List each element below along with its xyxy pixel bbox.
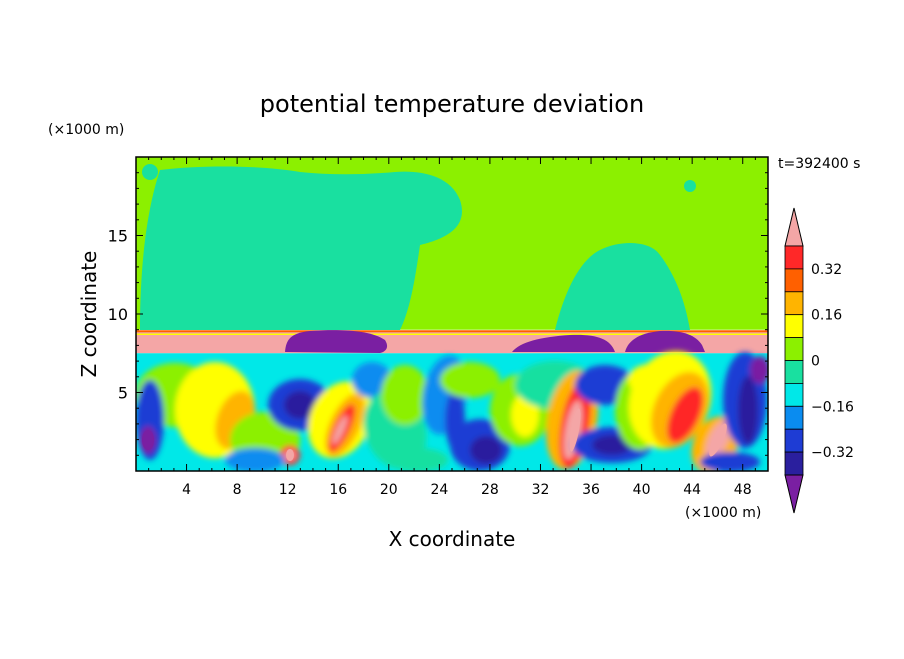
colorbar-label: −0.32 bbox=[811, 445, 854, 461]
eddy-core-2 bbox=[569, 408, 581, 452]
overshoot-lobe-2 bbox=[512, 334, 615, 352]
x-tick-label: 24 bbox=[430, 482, 448, 498]
x-tick-label: 12 bbox=[279, 482, 297, 498]
x-tick-label: 44 bbox=[683, 482, 701, 498]
boundary-layer-eddies bbox=[136, 351, 768, 471]
x-tick-label: 16 bbox=[329, 482, 347, 498]
eddy-19 bbox=[388, 448, 448, 471]
eddy-33 bbox=[592, 435, 632, 455]
eddy-11 bbox=[284, 391, 316, 419]
x-tick-label: 8 bbox=[233, 482, 242, 498]
plume-speck bbox=[684, 180, 696, 192]
chart-title: potential temperature deviation bbox=[260, 90, 644, 118]
eddy-22 bbox=[440, 362, 500, 398]
eddy-38 bbox=[667, 387, 703, 443]
plume-corner bbox=[142, 164, 158, 180]
eddy-9 bbox=[225, 448, 285, 471]
time-label: t=392400 s bbox=[778, 156, 860, 172]
colorbar-label: −0.16 bbox=[811, 399, 854, 415]
eddy-core-1 bbox=[286, 449, 294, 461]
y-tick-label: 15 bbox=[108, 227, 128, 246]
eddy-core-3 bbox=[709, 423, 727, 457]
colorbar-label: 0.32 bbox=[811, 262, 842, 278]
y-tick-label: 5 bbox=[118, 384, 128, 403]
eddy-core-4 bbox=[142, 430, 154, 450]
colorbar-segment bbox=[784, 382, 804, 407]
eddy-24 bbox=[470, 436, 502, 464]
plume-1 bbox=[140, 166, 462, 330]
y-axis-label: Z coordinate bbox=[77, 251, 101, 378]
x-tick-label: 20 bbox=[380, 482, 398, 498]
eddy-43 bbox=[750, 356, 768, 384]
x-tick-label: 28 bbox=[481, 482, 499, 498]
colorbar-segment bbox=[784, 360, 804, 384]
eddy-18 bbox=[381, 365, 429, 425]
colorbar-segment bbox=[784, 451, 804, 476]
colorbar-segment bbox=[784, 268, 804, 293]
x-tick-label: 40 bbox=[633, 482, 651, 498]
colorbar-label: 0 bbox=[811, 354, 820, 370]
colorbar-max-triangle bbox=[784, 207, 804, 247]
plume-2 bbox=[555, 243, 690, 330]
colorbar-segment bbox=[784, 337, 804, 361]
x-tick-label: 32 bbox=[532, 482, 550, 498]
x-axis-label: X coordinate bbox=[389, 527, 516, 551]
colorbar-segment bbox=[784, 405, 804, 430]
eddy-15 bbox=[332, 415, 348, 445]
y-tick-label: 10 bbox=[108, 305, 128, 324]
colorbar-min-triangle bbox=[784, 474, 804, 514]
overshoot-lobe-1 bbox=[285, 330, 388, 353]
colorbar-segment bbox=[784, 428, 804, 453]
x-tick-label: 48 bbox=[734, 482, 752, 498]
overshoot-lobe-3 bbox=[625, 330, 705, 352]
colorbar: 0.32 0.16 0 −0.16 −0.32 bbox=[784, 207, 854, 514]
x-unit-label: (×1000 m) bbox=[685, 505, 761, 521]
colorbar-label: 0.16 bbox=[811, 308, 842, 324]
eddy-44 bbox=[700, 452, 760, 471]
x-tick-label: 36 bbox=[582, 482, 600, 498]
colorbar-segment bbox=[784, 245, 804, 270]
heatmap-field bbox=[136, 157, 768, 471]
eddy-42 bbox=[738, 376, 758, 444]
colorbar-segment bbox=[784, 291, 804, 316]
x-tick-label: 4 bbox=[182, 482, 191, 498]
colorbar-segment bbox=[784, 314, 804, 339]
y-unit-label: (×1000 m) bbox=[48, 122, 124, 138]
